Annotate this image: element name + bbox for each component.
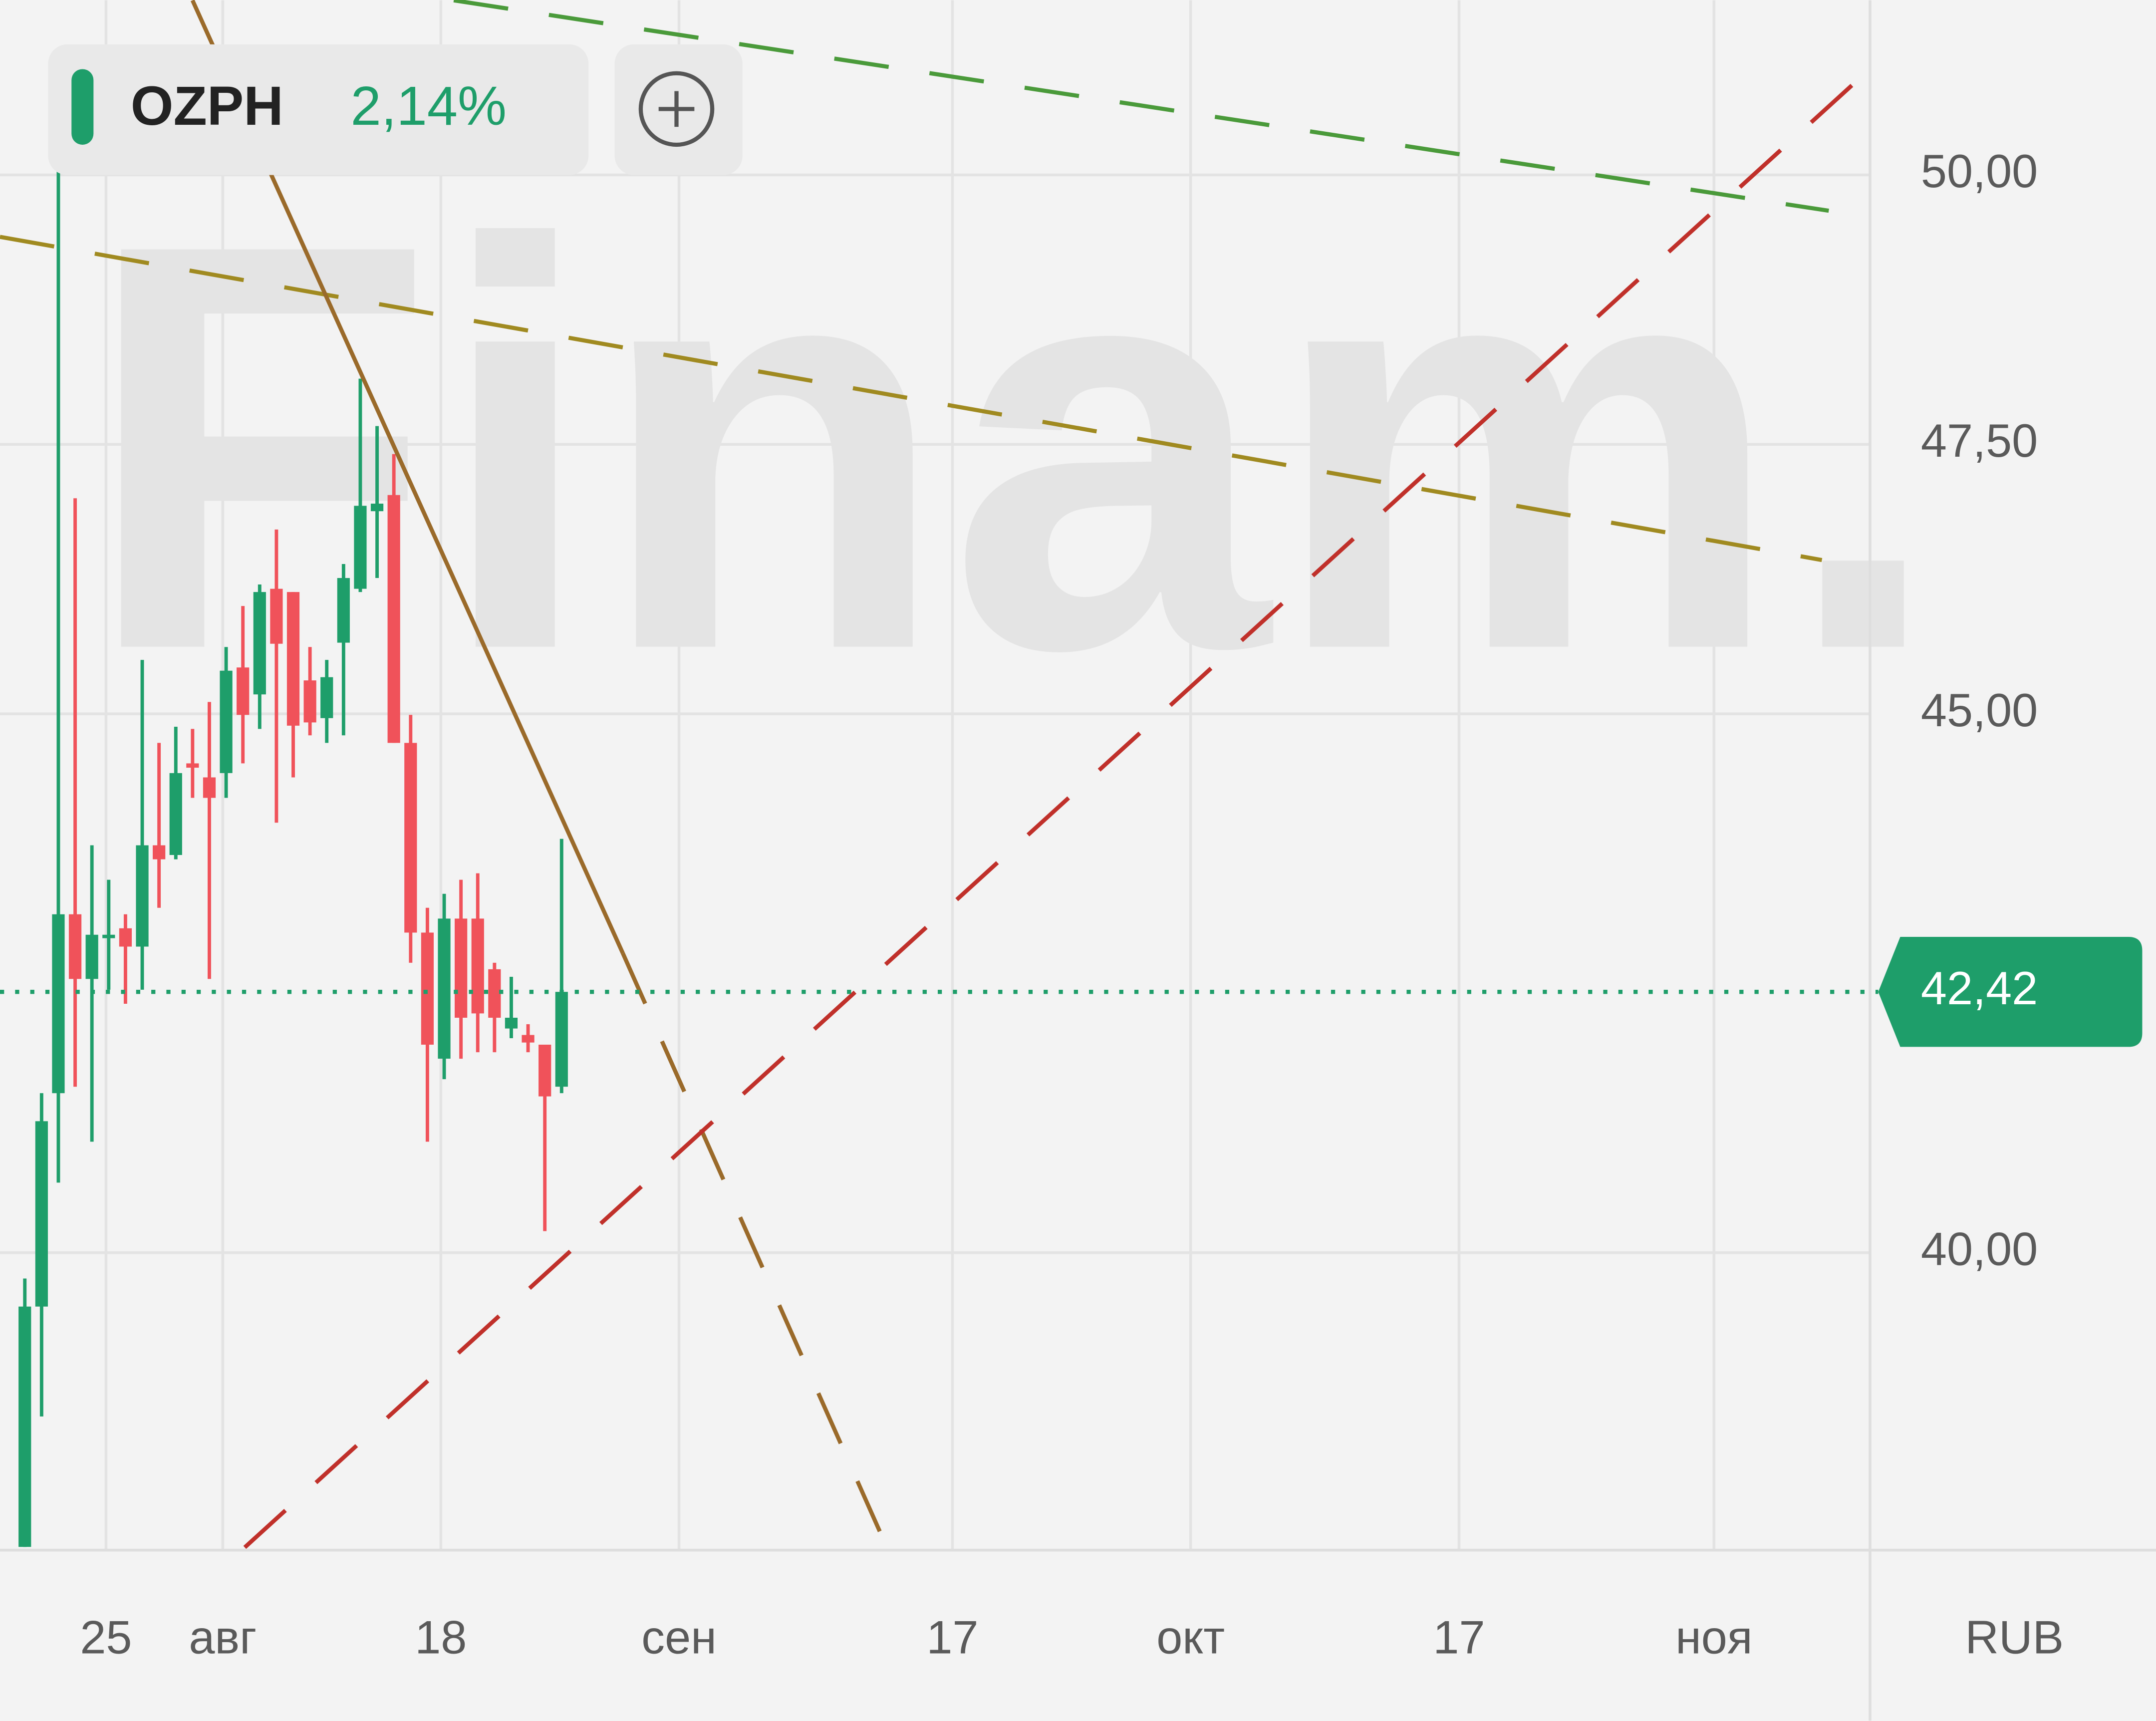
- candle-body: [237, 667, 250, 715]
- candle-body: [52, 914, 65, 1094]
- trend-line: [453, 0, 1829, 213]
- candle-body: [18, 1306, 31, 1547]
- candle-body: [303, 680, 316, 723]
- candle-body: [539, 1044, 551, 1097]
- candle-body: [471, 918, 484, 1014]
- candle-body: [35, 1121, 48, 1307]
- candle-body: [337, 578, 350, 643]
- trend-line: [243, 64, 1875, 1549]
- candle-body: [136, 845, 149, 947]
- x-tick-label: 18: [415, 1611, 467, 1663]
- candle-body: [102, 934, 115, 938]
- candle-body: [68, 914, 82, 979]
- candle-body: [253, 592, 266, 695]
- last-price-tag: [1878, 936, 2143, 1047]
- trend-line: [621, 952, 889, 1548]
- candle-body: [85, 934, 98, 979]
- x-tick-label: ноя: [1675, 1611, 1753, 1663]
- x-tick-label: авг: [189, 1611, 257, 1663]
- candle-body: [488, 969, 501, 1018]
- candle-body: [404, 743, 417, 933]
- candle-body: [119, 928, 132, 947]
- candle-body: [286, 592, 300, 726]
- candle-body: [169, 773, 182, 855]
- x-tick-label: 17: [1433, 1611, 1485, 1663]
- candles: [18, 165, 568, 1547]
- candle-body: [220, 670, 233, 773]
- currency-label: RUB: [1965, 1611, 2064, 1663]
- y-tick-label: 50,00: [1921, 145, 2038, 197]
- candle-body: [455, 918, 468, 1018]
- y-tick-label: 47,50: [1921, 414, 2038, 467]
- y-tick-label: 45,00: [1921, 684, 2038, 736]
- candle-body: [421, 932, 434, 1045]
- last-price-label: 42,42: [1921, 962, 2038, 1014]
- candle-body: [153, 845, 166, 860]
- candle-body: [320, 677, 333, 718]
- grid: [0, 0, 1870, 1550]
- candle-body: [354, 506, 367, 589]
- candle-body: [387, 495, 400, 743]
- candle-body: [555, 992, 568, 1087]
- candle-body: [270, 588, 283, 644]
- add-button[interactable]: [614, 44, 743, 175]
- change: 2,14%: [351, 75, 507, 137]
- y-tick-label: 40,00: [1921, 1222, 2038, 1275]
- x-tick-label: 25: [80, 1611, 132, 1663]
- x-tick-label: 17: [926, 1611, 978, 1663]
- candle-body: [505, 1018, 518, 1029]
- ticker: OZPH: [131, 75, 283, 137]
- axes: 40,00 45,00 47,50 50,00 25 авг 18 сен 17 окт 17 ноя…: [0, 145, 2143, 1663]
- candle-body: [522, 1035, 535, 1043]
- candle-body: [186, 763, 199, 768]
- candle-body: [438, 918, 451, 1059]
- candle-body: [370, 504, 384, 512]
- add-icon: [658, 91, 695, 127]
- trend-line: [0, 235, 1823, 563]
- candle-body: [203, 777, 216, 798]
- x-tick-label: сен: [641, 1611, 717, 1663]
- ticker-indicator: [71, 69, 94, 145]
- ticker-background: [48, 44, 589, 175]
- add-icon: [638, 71, 715, 147]
- ticker-box[interactable]: OZPH 2,14%: [48, 44, 589, 175]
- x-tick-label: окт: [1156, 1611, 1225, 1663]
